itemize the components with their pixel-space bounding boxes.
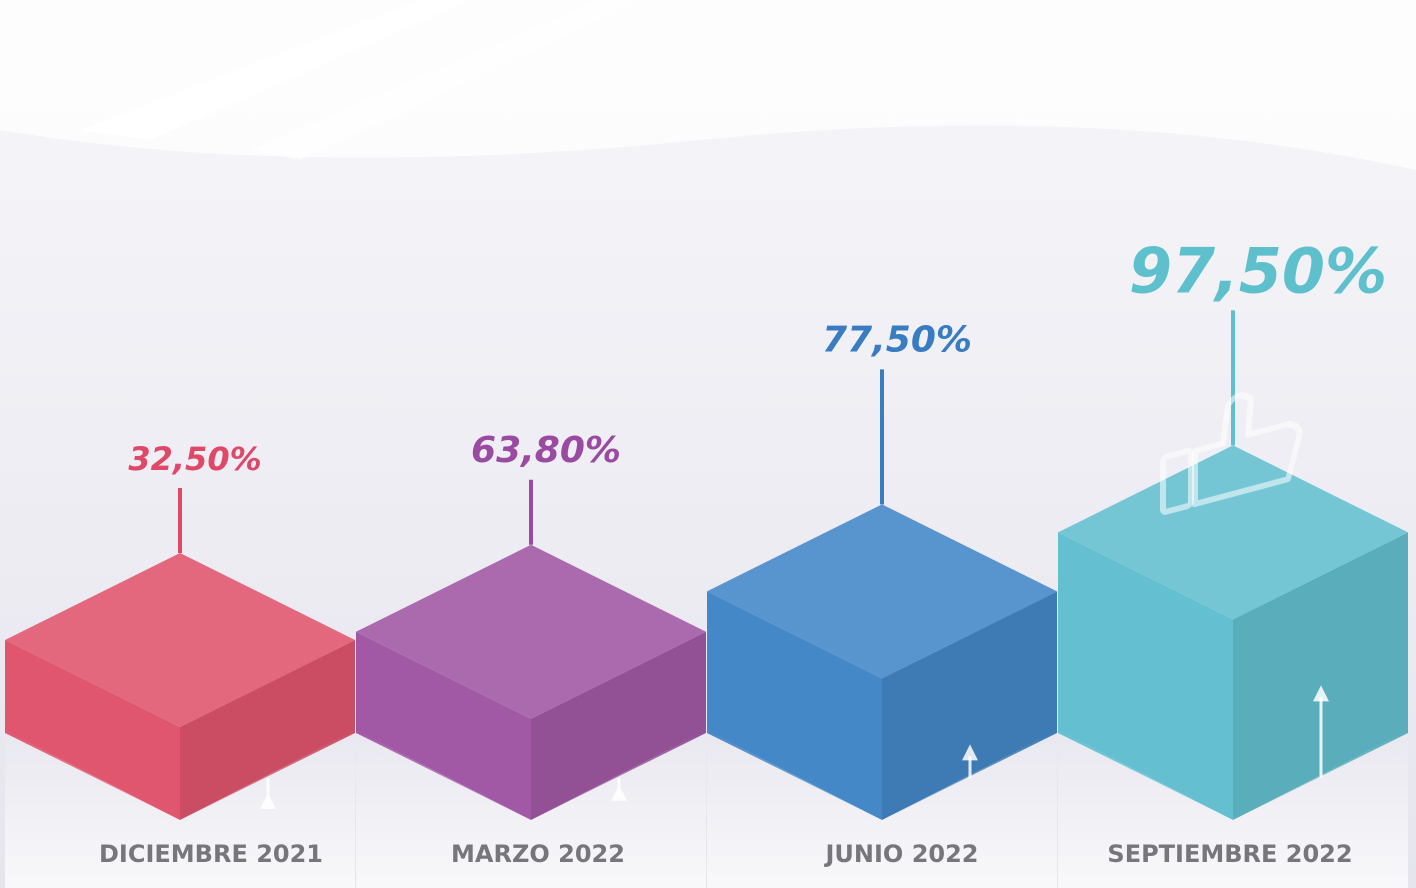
bar-fade — [1058, 730, 1408, 888]
bar-right-face — [180, 640, 355, 820]
up-arrow-head — [260, 793, 276, 809]
thumbs-up-icon — [1160, 392, 1303, 515]
category-label: SEPTIEMBRE 2022 — [1107, 840, 1352, 868]
value-label: 97,50% — [1129, 234, 1387, 307]
bar-left-face — [707, 591, 882, 820]
bar-right-face — [1233, 532, 1408, 820]
up-arrow-head — [611, 784, 627, 801]
bar-right-face — [531, 631, 706, 820]
value-label: 32,50% — [128, 440, 261, 478]
bar-left-face — [1058, 532, 1233, 820]
up-arrow-head — [1313, 685, 1329, 702]
bar-left-face — [356, 631, 531, 820]
bar-top-face — [707, 504, 1057, 679]
bar-fade — [5, 730, 355, 888]
bar-top-face — [1058, 445, 1408, 620]
bar-left-face — [5, 640, 180, 820]
background-light-streak — [80, 0, 470, 140]
bar-fade — [356, 730, 706, 888]
bar-top-face — [5, 553, 355, 727]
value-label: 63,80% — [471, 430, 621, 471]
bar-right-face — [882, 591, 1057, 820]
up-arrow-head — [962, 744, 978, 761]
background-light-streak — [250, 0, 640, 160]
bar-fade — [707, 730, 1057, 888]
value-label: 77,50% — [822, 319, 972, 360]
category-label: MARZO 2022 — [451, 840, 625, 868]
category-label: JUNIO 2022 — [824, 840, 979, 868]
category-label: DICIEMBRE 2021 — [99, 840, 323, 868]
bar-top-face — [356, 544, 706, 719]
